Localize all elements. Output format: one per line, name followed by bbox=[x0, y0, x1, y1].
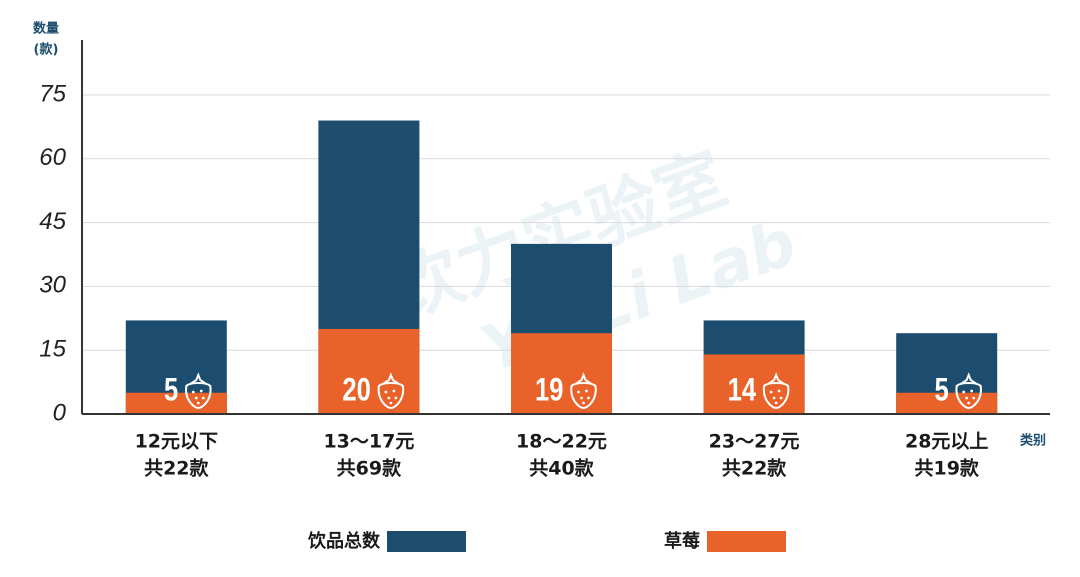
strawberry-seed bbox=[582, 401, 585, 405]
strawberry-icon bbox=[570, 372, 597, 410]
strawberry-icon bbox=[377, 372, 405, 410]
value-label: 19 bbox=[535, 373, 563, 408]
y-tick-label: 30 bbox=[39, 272, 66, 299]
strawberry-seed bbox=[384, 390, 388, 394]
strawberry-seed bbox=[962, 390, 966, 394]
bar bbox=[318, 328, 420, 414]
legend-label: 草莓 bbox=[664, 530, 700, 552]
strawberry-leaf bbox=[382, 372, 400, 385]
x-tick-label: 13～17元 bbox=[323, 431, 414, 453]
bar bbox=[896, 392, 998, 414]
legend-label: 饮品总数 bbox=[307, 530, 381, 552]
strawberry-seed bbox=[972, 396, 976, 400]
x-tick-label: 23～27元 bbox=[709, 431, 800, 453]
strawberry-seed bbox=[779, 396, 783, 400]
x-tick-label: 18～22元 bbox=[516, 431, 607, 453]
strawberry-seed bbox=[201, 396, 205, 400]
strawberry-seed bbox=[970, 389, 974, 393]
strawberry-seed bbox=[587, 396, 590, 400]
strawberry-seed bbox=[777, 389, 781, 393]
y-tick-label: 15 bbox=[39, 336, 66, 363]
strawberry-seed bbox=[774, 401, 778, 405]
value-label: 共22款 bbox=[144, 457, 209, 480]
legend: 饮品总数 草莓 bbox=[307, 530, 786, 552]
x-tick-label: 12元以下 bbox=[135, 431, 218, 453]
strawberry-body bbox=[377, 382, 405, 410]
strawberry-icon bbox=[185, 372, 212, 410]
strawberry-seed bbox=[769, 390, 773, 394]
value-label: 20 bbox=[342, 373, 370, 408]
strawberry-leaf bbox=[960, 372, 978, 385]
strawberry-seed bbox=[392, 389, 396, 393]
strawberry-seed bbox=[196, 401, 200, 405]
value-label: 共40款 bbox=[529, 457, 594, 480]
strawberry-icon bbox=[762, 372, 790, 410]
value-label: 共22款 bbox=[722, 457, 787, 480]
y-tick-label: 60 bbox=[39, 144, 66, 171]
strawberry-body bbox=[762, 382, 790, 410]
strawberry-leaf bbox=[574, 372, 593, 385]
bars bbox=[125, 120, 998, 415]
bar bbox=[703, 354, 805, 414]
strawberry-body bbox=[185, 382, 212, 410]
strawberry-seed bbox=[394, 396, 398, 400]
strawberry-seed bbox=[199, 389, 203, 393]
bar bbox=[511, 333, 612, 414]
strawberry-seed bbox=[191, 390, 195, 394]
value-label: 5 bbox=[164, 373, 178, 408]
legend-swatch bbox=[387, 531, 466, 552]
value-label: 5 bbox=[934, 373, 948, 408]
x-tick-label: 28元以上 bbox=[905, 431, 988, 453]
y-tick-label: 45 bbox=[39, 208, 66, 235]
value-label: 共69款 bbox=[337, 457, 402, 480]
strawberry-seed bbox=[967, 401, 971, 405]
strawberry-body bbox=[955, 382, 982, 410]
strawberry-seed bbox=[194, 396, 198, 400]
y-axis-unit: (款) bbox=[34, 42, 59, 58]
strawberry-seed bbox=[577, 390, 580, 394]
y-tick-label: 0 bbox=[53, 399, 67, 426]
value-label: 14 bbox=[728, 373, 756, 408]
strawberry-body bbox=[570, 382, 597, 410]
strawberry-seed bbox=[580, 396, 583, 400]
strawberry-seed bbox=[387, 396, 391, 400]
strawberry-leaf bbox=[189, 372, 207, 385]
strawberry-icon bbox=[955, 372, 982, 410]
strawberry-seed bbox=[772, 396, 776, 400]
strawberry-seed bbox=[389, 401, 393, 405]
strawberry-seed bbox=[585, 389, 588, 393]
bar bbox=[125, 392, 227, 414]
value-label: 共19款 bbox=[914, 457, 979, 480]
x-axis-label: 类别 bbox=[1020, 433, 1046, 449]
strawberry-leaf bbox=[767, 372, 785, 385]
strawberry-seed bbox=[965, 396, 969, 400]
legend-swatch bbox=[707, 531, 786, 552]
y-tick-label: 75 bbox=[39, 80, 66, 107]
y-axis-label: 数量 bbox=[33, 21, 59, 37]
